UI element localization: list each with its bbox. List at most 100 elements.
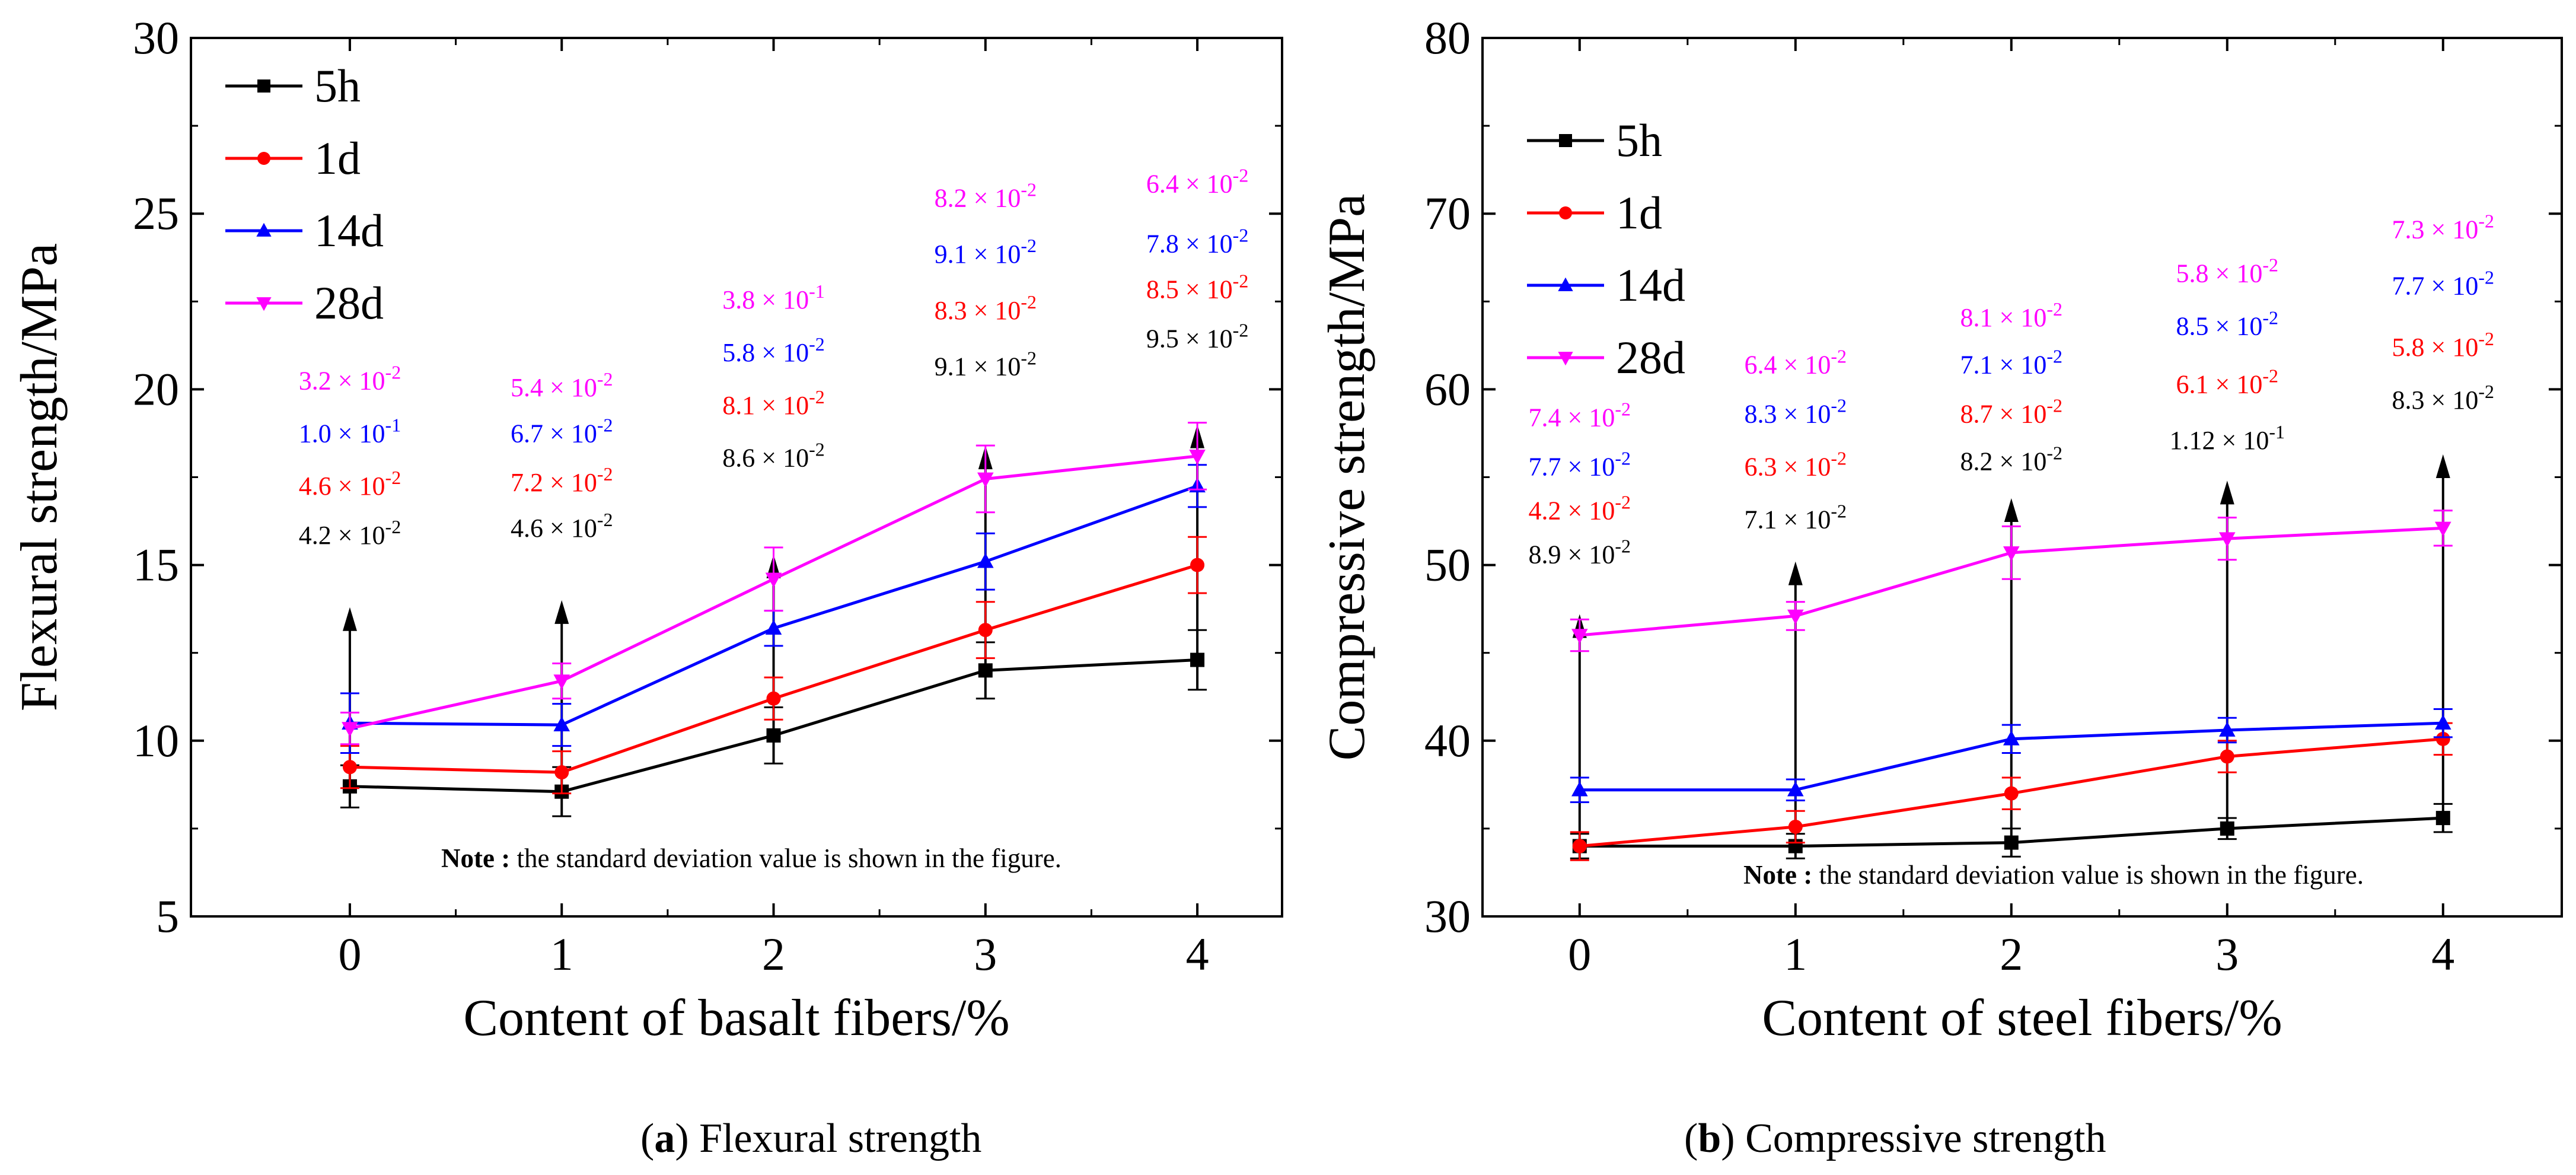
annotation-base: 5.8 × 10 — [2176, 259, 2263, 288]
annotation-exponent: -2 — [1233, 165, 1249, 186]
annotation-base: 4.2 × 10 — [299, 521, 385, 550]
data-point — [2435, 731, 2450, 746]
annotation-exponent: -2 — [2046, 442, 2062, 464]
data-point — [1788, 819, 1803, 834]
annotation-label: 9.1 × 10-2 — [935, 235, 1037, 269]
legend-label: 14d — [314, 205, 384, 256]
annotation-label: 6.1 × 10-2 — [2176, 365, 2278, 399]
arrow-head — [2435, 454, 2450, 478]
annotation-exponent: -2 — [1615, 492, 1631, 513]
arrow-head — [554, 600, 569, 624]
legend: 5h 1d 14d 28d — [225, 60, 384, 329]
annotation-base: 7.7 × 10 — [2392, 271, 2479, 300]
y-ticks: 30 40 50 60 70 80 — [1424, 12, 2562, 942]
annotation-exponent: -2 — [2262, 307, 2278, 329]
annotation-exponent: -2 — [1831, 395, 1847, 416]
y-axis-label: Flexural strength/MPa — [11, 243, 68, 711]
plot-frame — [1481, 37, 2563, 918]
annotation-exponent: -2 — [385, 361, 401, 383]
data-point — [2219, 721, 2236, 737]
annotation-label: 3.2 × 10-2 — [299, 361, 401, 395]
annotation-base: 7.4 × 10 — [1529, 403, 1615, 432]
annotation-label: 4.2 × 10-2 — [1529, 492, 1631, 526]
data-point — [554, 765, 569, 780]
legend-label: 14d — [1616, 259, 1685, 311]
caption-b-text: Compressive strength — [1745, 1116, 2106, 1161]
y-tick-label: 25 — [133, 187, 179, 239]
annotation-label: 6.4 × 10-2 — [1745, 346, 1847, 380]
series-28d — [1570, 510, 2453, 652]
annotation-label: 4.6 × 10-2 — [511, 509, 613, 543]
annotation-base: 8.6 × 10 — [722, 444, 809, 473]
y-tick-label: 30 — [1424, 890, 1471, 942]
annotation-exponent: -2 — [2478, 266, 2494, 288]
data-point — [2004, 786, 2019, 801]
annotation-label: 5.8 × 10-2 — [722, 333, 824, 367]
legend-marker — [1558, 352, 1573, 366]
series-1d — [1570, 722, 2453, 861]
annotation-base: 8.9 × 10 — [1529, 540, 1615, 569]
annotation-base: 9.1 × 10 — [935, 240, 1021, 269]
x-tick-label: 1 — [1784, 928, 1807, 980]
legend-label: 5h — [314, 60, 361, 112]
x-tick-label: 1 — [550, 928, 573, 980]
annotation-exponent: -2 — [1233, 319, 1249, 340]
annotation-label: 7.1 × 10-2 — [1960, 346, 2062, 380]
y-tick-label: 30 — [133, 12, 179, 63]
data-point — [1571, 629, 1588, 644]
annotation-exponent: -1 — [809, 281, 825, 302]
legend-label: 28d — [1616, 332, 1685, 383]
annotation-exponent: -2 — [809, 333, 825, 355]
data-point — [1190, 558, 1205, 572]
annotation-exponent: -2 — [1233, 224, 1249, 246]
arrow-head — [1788, 561, 1803, 585]
data-point — [765, 572, 782, 588]
y-ticks: 5 10 15 20 25 30 — [133, 12, 1282, 942]
x-tick-label: 0 — [338, 928, 361, 980]
x-axis-label: Content of basalt fibers/% — [463, 989, 1009, 1047]
x-ticks: 0 1 2 3 4 — [1568, 38, 2454, 980]
arrow-head — [2004, 498, 2019, 523]
annotation-exponent: -2 — [1021, 348, 1037, 369]
legend-marker — [1558, 277, 1573, 291]
data-point — [2219, 532, 2236, 547]
annotation-exponent: -2 — [1831, 346, 1847, 367]
y-tick-label: 70 — [1424, 187, 1471, 239]
annotation-base: 7.8 × 10 — [1146, 229, 1233, 258]
annotation-exponent: -2 — [1021, 235, 1037, 256]
data-point — [1571, 781, 1588, 797]
legend-label: 1d — [314, 132, 361, 184]
data-point — [553, 674, 570, 690]
annotation-base: 7.3 × 10 — [2392, 215, 2479, 244]
annotation-exponent: -2 — [1615, 448, 1631, 469]
annotation-exponent: -2 — [809, 386, 825, 407]
annotation-base: 5.8 × 10 — [2392, 333, 2479, 362]
annotation-label: 7.2 × 10-2 — [511, 463, 613, 497]
annotations: 3.2 × 10-21.0 × 10-14.6 × 10-24.2 × 10-2… — [299, 165, 1249, 550]
legend: 5h 1d 14d 28d — [1527, 114, 1685, 383]
legend-marker — [257, 152, 270, 165]
annotation-exponent: -2 — [597, 414, 613, 435]
annotation-label: 7.3 × 10-2 — [2392, 211, 2494, 244]
annotation-exponent: -2 — [2478, 381, 2494, 402]
data-point — [977, 553, 994, 568]
data-point — [765, 619, 782, 635]
data-point — [1189, 450, 1206, 465]
legend-item-28d: 28d — [1527, 332, 1685, 383]
annotation-exponent: -2 — [385, 467, 401, 488]
data-point — [2435, 521, 2451, 537]
annotation-label: 8.1 × 10-2 — [1960, 298, 2062, 332]
y-tick-label: 60 — [1424, 363, 1471, 415]
annotation-exponent: -2 — [1233, 270, 1249, 291]
annotation-label: 8.5 × 10-2 — [1146, 270, 1248, 304]
annotation-label: 8.5 × 10-2 — [2176, 307, 2278, 341]
note-label: Note : — [1743, 860, 1812, 890]
legend-label: 5h — [1616, 114, 1662, 166]
legend-item-1d: 1d — [225, 132, 361, 184]
data-point — [342, 722, 358, 737]
annotation-base: 8.2 × 10 — [1960, 447, 2047, 476]
annotations: 7.4 × 10-27.7 × 10-24.2 × 10-28.9 × 10-2… — [1529, 211, 2494, 569]
legend-item-14d: 14d — [225, 205, 384, 256]
caption-b: (b) Compressive strength — [1684, 1116, 2106, 1161]
